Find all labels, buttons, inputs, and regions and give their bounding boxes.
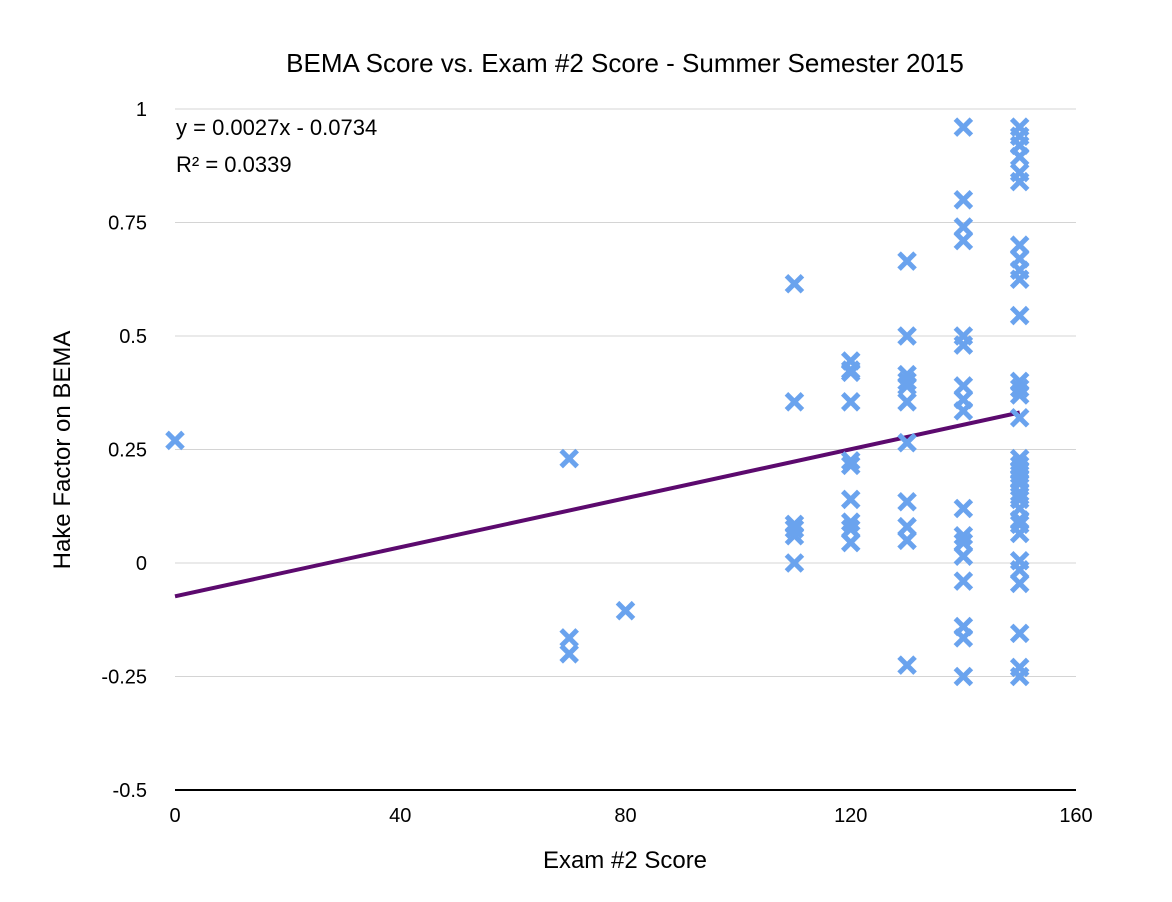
data-point	[897, 530, 917, 551]
y-tick-label: 0.5	[119, 326, 147, 348]
data-points	[165, 117, 1030, 687]
data-point	[1009, 146, 1030, 167]
data-point	[784, 519, 805, 539]
x-tick-label: 120	[834, 805, 867, 827]
x-tick-label: 160	[1059, 805, 1092, 827]
data-point	[953, 525, 974, 546]
data-point	[897, 655, 917, 675]
data-point	[953, 628, 974, 648]
x-axis-label: Exam #2 Score	[543, 847, 707, 874]
y-tick-label: 0.25	[108, 440, 147, 462]
y-tick-label: -0.5	[113, 780, 147, 802]
trendline-group	[174, 410, 1021, 599]
data-point	[953, 571, 974, 591]
data-point	[840, 489, 861, 510]
x-tick-label: 80	[614, 805, 636, 827]
data-point	[1009, 523, 1030, 544]
data-point	[1009, 407, 1030, 428]
y-tick-label: 0.75	[108, 213, 147, 235]
y-tick-label: -0.25	[101, 667, 147, 689]
data-point	[897, 432, 917, 453]
trendline-r-squared: R² = 0.0339	[176, 152, 292, 177]
data-point	[840, 392, 861, 412]
trendline-equation: y = 0.0027x - 0.0734	[176, 115, 377, 140]
data-point	[1009, 482, 1030, 503]
data-point	[953, 498, 974, 519]
gridlines	[175, 108, 1076, 791]
y-tick-label: 1	[136, 99, 147, 121]
data-point	[897, 326, 917, 346]
data-point	[953, 666, 974, 687]
data-point	[953, 117, 974, 137]
data-point	[897, 251, 917, 271]
data-point	[897, 491, 917, 512]
data-point	[953, 546, 974, 566]
data-point	[559, 644, 579, 664]
data-point	[840, 455, 861, 476]
axis-ticks: -0.5 -0.25 0 0.25 0.5 0.75 1 0 40 80 120 160	[101, 99, 1092, 827]
data-point	[840, 532, 861, 553]
data-point	[953, 230, 974, 251]
data-point	[784, 274, 805, 294]
data-point	[615, 600, 636, 621]
data-point	[1009, 666, 1030, 687]
data-point	[784, 525, 805, 546]
data-point	[1009, 623, 1030, 644]
data-point	[1009, 378, 1030, 398]
data-point	[1009, 385, 1030, 405]
data-point	[1009, 305, 1030, 326]
data-point	[165, 430, 185, 451]
data-point	[1009, 171, 1030, 192]
y-tick-label: 0	[136, 553, 147, 575]
data-point	[784, 392, 805, 412]
data-point	[840, 451, 861, 471]
data-point	[953, 190, 974, 210]
y-axis-label: Hake Factor on BEMA	[49, 331, 76, 570]
data-point	[897, 371, 917, 392]
data-point	[784, 553, 805, 573]
data-point	[1009, 269, 1030, 290]
x-tick-label: 40	[389, 805, 411, 827]
chart-title: BEMA Score vs. Exam #2 Score - Summer Se…	[286, 48, 964, 78]
data-point	[559, 628, 579, 648]
data-point	[559, 448, 579, 469]
data-point	[840, 512, 861, 532]
data-point	[1009, 573, 1030, 594]
data-point	[840, 362, 861, 383]
data-point	[897, 392, 917, 412]
data-point	[897, 376, 917, 396]
x-tick-label: 0	[169, 805, 180, 827]
data-point	[953, 335, 974, 355]
data-point	[953, 401, 974, 421]
trendline	[174, 410, 1021, 599]
